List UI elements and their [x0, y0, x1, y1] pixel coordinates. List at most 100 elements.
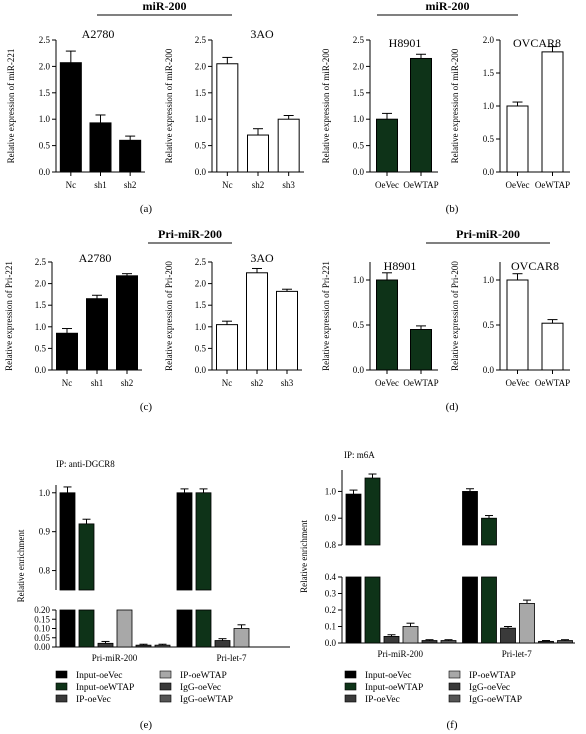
bar-a1-sh1 [89, 122, 112, 173]
legend-label-f-IgG-oeWTAP: IgG-oeWTAP [469, 695, 522, 705]
bar-upper-f-Pri-miR-200-Input-oeWTAP [364, 477, 381, 546]
y-tick-label-e: 0.00 [34, 642, 50, 652]
y-tick-label-b1: 2.0 [353, 61, 365, 71]
bar-f-Pri-miR-200-IP-oeWTAP [402, 626, 419, 644]
legend-swatch-e-IP-oeWTAP [159, 670, 172, 679]
y-tick-label-e: 0.05 [34, 633, 50, 643]
bar-upper-e-Pri-miR-200-Input-oeWTAP [78, 523, 95, 591]
y-axis-label-e: Relative enrichment [16, 529, 26, 602]
legend-label-e-IgG-oeVec: IgG-oeVec [180, 683, 221, 693]
panel-title-a1: A2780 [82, 27, 115, 41]
x-tick-label-b2-OeWTAP: OeWTAP [535, 180, 570, 190]
legend-swatch-f-IP-oeVec [344, 694, 357, 703]
y-tick-label-a1: 2.5 [39, 35, 51, 45]
x-tick-label-a1-sh1: sh1 [94, 180, 107, 190]
panel-label-d: (d) [446, 401, 459, 413]
x-tick-label-c1-sh2: sh2 [121, 378, 134, 388]
y-tick-label-b1: 2.5 [353, 35, 365, 45]
y-tick-label-c1: 2.5 [35, 257, 47, 267]
x-tick-label-d2-OeWTAP: OeWTAP [535, 378, 570, 388]
y-tick-label-a1: 0.0 [39, 167, 51, 177]
x-tick-label-d2-OeVec: OeVec [506, 378, 530, 388]
legend-label-e-IgG-oeWTAP: IgG-oeWTAP [180, 695, 233, 705]
bar-upper-f-Pri-let-7-Input-oeVec [462, 491, 478, 546]
panel-title-c2: 3AO [250, 251, 274, 265]
y-tick-label-d1: 0.0 [353, 365, 365, 375]
bar-e-Pri-miR-200-IgG-oeVec [135, 644, 152, 648]
y-tick-label-a2: 1.0 [195, 114, 207, 124]
y-tick-label-d2: 0.0 [483, 365, 495, 375]
group-label-a: miR-200 [143, 0, 187, 13]
y-tick-label-a2: 1.5 [195, 88, 207, 98]
bar-e-Pri-miR-200-IP-oeVec [97, 642, 114, 648]
y-tick-label-f: 0.0 [325, 638, 337, 648]
y-tick-label-e: 0.9 [39, 527, 51, 537]
x-tick-label-e-Pri-let-7: Pri-let-7 [217, 653, 247, 663]
bar-a2-sh2 [247, 134, 269, 173]
bar-b2-OeVec [506, 105, 529, 173]
bar-d1-OeVec [376, 279, 398, 371]
x-tick-label-c2-Nc: Nc [222, 378, 233, 388]
x-tick-label-b1-OeVec: OeVec [375, 180, 399, 190]
y-tick-label-c1: 1.5 [35, 300, 47, 310]
panel-label-a: (a) [140, 203, 153, 215]
panel-title-e: IP: anti-DGCR8 [56, 459, 115, 469]
panel-title-d2: OVCAR8 [511, 259, 559, 273]
y-tick-label-c1: 0.5 [35, 343, 47, 353]
bar-lower-f-Pri-let-7-Input-oeWTAP [481, 576, 497, 644]
legend-label-f-IP-oeVec: IP-oeVec [365, 695, 400, 705]
legend-label-e-IP-oeWTAP: IP-oeWTAP [180, 671, 227, 681]
y-tick-label-a1: 2.0 [39, 61, 51, 71]
y-tick-label-e: 0.20 [34, 605, 50, 615]
legend-swatch-e-Input-oeVec [55, 670, 68, 679]
x-tick-label-c2-sh3: sh3 [281, 378, 294, 388]
y-tick-label-e: 1.0 [39, 488, 51, 498]
bar-c1-sh1 [86, 298, 108, 371]
bar-upper-e-Pri-let-7-Input-oeVec [176, 492, 193, 591]
panel-title-c1: A2780 [79, 251, 112, 265]
y-tick-label-f: 0.1 [325, 622, 336, 632]
bar-d2-OeWTAP [541, 322, 564, 371]
y-axis-label-a2: Relative expression of miR-200 [164, 48, 174, 163]
y-tick-label-b1: 1.0 [353, 114, 365, 124]
bar-a2-Nc [216, 63, 239, 173]
bar-upper-f-Pri-let-7-Input-oeWTAP [481, 517, 497, 546]
bar-upper-e-Pri-let-7-Input-oeWTAP [195, 492, 212, 591]
legend-label-e-Input-oeWTAP: Input-oeWTAP [76, 683, 134, 693]
x-tick-label-a2-sh3: sh3 [282, 180, 295, 190]
legend-label-f-Input-oeVec: Input-oeVec [365, 671, 411, 681]
y-tick-label-d1: 0.5 [353, 320, 365, 330]
bar-f-Pri-miR-200-IP-oeVec [383, 636, 400, 644]
y-tick-label-a1: 1.0 [39, 114, 51, 124]
legend-swatch-f-Input-oeWTAP [344, 682, 357, 691]
bar-lower-f-Pri-let-7-Input-oeVec [462, 576, 478, 644]
x-tick-label-c1-Nc: Nc [62, 378, 73, 388]
bar-e-Pri-miR-200-IgG-oeWTAP [154, 644, 171, 648]
y-tick-label-e: 0.10 [34, 624, 50, 634]
y-tick-label-f: 0.9 [325, 513, 337, 523]
bar-a1-sh2 [119, 139, 142, 173]
legend-label-e-Input-oeVec: Input-oeVec [76, 671, 122, 681]
y-tick-label-c2: 2.5 [195, 257, 207, 267]
group-label-b: miR-200 [426, 0, 470, 13]
panel-label-c: (c) [140, 401, 153, 413]
bar-a1-Nc [59, 62, 82, 173]
y-tick-label-b2: 1.0 [483, 101, 495, 111]
bar-e-Pri-miR-200-IP-oeWTAP [116, 609, 133, 648]
y-tick-label-f: 0.4 [325, 572, 337, 582]
y-axis-label-a1: Relative expression of miR-221 [6, 49, 16, 164]
legend-swatch-e-IgG-oeVec [159, 682, 172, 691]
y-tick-label-b1: 0.5 [353, 141, 365, 151]
bar-a2-sh3 [277, 118, 300, 173]
panel-title-f: IP: m6A [344, 450, 375, 460]
bar-f-Pri-let-7-IP-oeVec [500, 627, 516, 644]
x-tick-label-f-Pri-let-7: Pri-let-7 [502, 649, 532, 659]
x-tick-label-a1-Nc: Nc [66, 180, 77, 190]
x-tick-label-e-Pri-miR-200: Pri-miR-200 [92, 653, 138, 663]
group-label-d: Pri-miR-200 [456, 227, 520, 241]
bar-c2-Nc [216, 324, 238, 371]
y-tick-label-e: 0.15 [34, 614, 50, 624]
y-tick-label-f: 1.0 [325, 486, 337, 496]
panel-label-e: (e) [140, 719, 153, 731]
bar-f-Pri-miR-200-IgG-oeVec [421, 640, 438, 644]
